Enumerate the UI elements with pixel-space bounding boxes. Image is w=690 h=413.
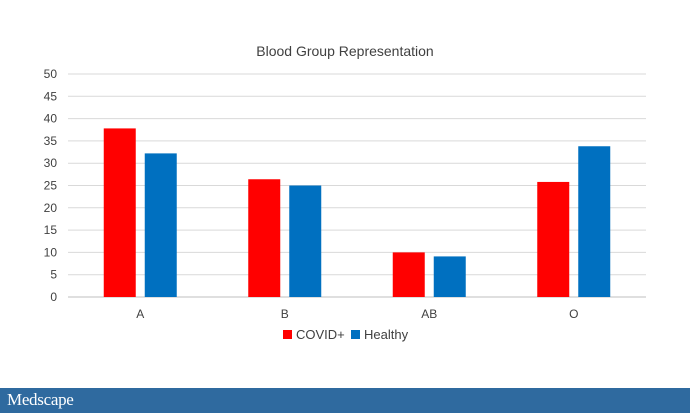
bar-covid-a bbox=[103, 128, 136, 297]
x-tick-label: AB bbox=[421, 307, 437, 321]
legend-label: Healthy bbox=[364, 327, 409, 342]
bar-covid-b bbox=[248, 179, 281, 297]
bar-healthy-ab bbox=[433, 256, 466, 297]
y-tick-label: 30 bbox=[44, 156, 58, 170]
y-tick-label: 20 bbox=[44, 201, 58, 215]
y-tick-label: 50 bbox=[44, 67, 58, 81]
y-tick-label: 25 bbox=[44, 179, 58, 193]
bar-covid-ab bbox=[392, 252, 425, 297]
bars bbox=[103, 128, 611, 297]
bar-healthy-o bbox=[578, 146, 611, 297]
medscape-logo: Medscape bbox=[7, 390, 74, 409]
x-axis: A B AB O bbox=[136, 307, 578, 321]
chart: Blood Group Representation 0 5 10 15 20 25 30 3… bbox=[44, 43, 646, 342]
legend: COVID+ Healthy bbox=[283, 327, 409, 342]
y-tick-label: 5 bbox=[50, 268, 57, 282]
x-tick-label: B bbox=[281, 307, 289, 321]
bar-covid-o bbox=[537, 181, 570, 297]
chart-title: Blood Group Representation bbox=[256, 43, 433, 59]
y-axis: 0 5 10 15 20 25 30 35 40 45 50 bbox=[44, 67, 58, 304]
legend-label: COVID+ bbox=[296, 327, 345, 342]
bar-healthy-b bbox=[289, 185, 322, 297]
x-tick-label: O bbox=[569, 307, 578, 321]
y-tick-label: 10 bbox=[44, 245, 58, 259]
y-tick-label: 35 bbox=[44, 134, 58, 148]
legend-swatch bbox=[351, 330, 360, 339]
legend-swatch bbox=[283, 330, 292, 339]
y-tick-label: 0 bbox=[50, 290, 57, 304]
y-tick-label: 15 bbox=[44, 223, 58, 237]
y-tick-label: 45 bbox=[44, 89, 58, 103]
bar-healthy-a bbox=[144, 153, 177, 297]
footer-bar: Medscape bbox=[0, 388, 690, 413]
x-tick-label: A bbox=[136, 307, 144, 321]
y-tick-label: 40 bbox=[44, 112, 58, 126]
